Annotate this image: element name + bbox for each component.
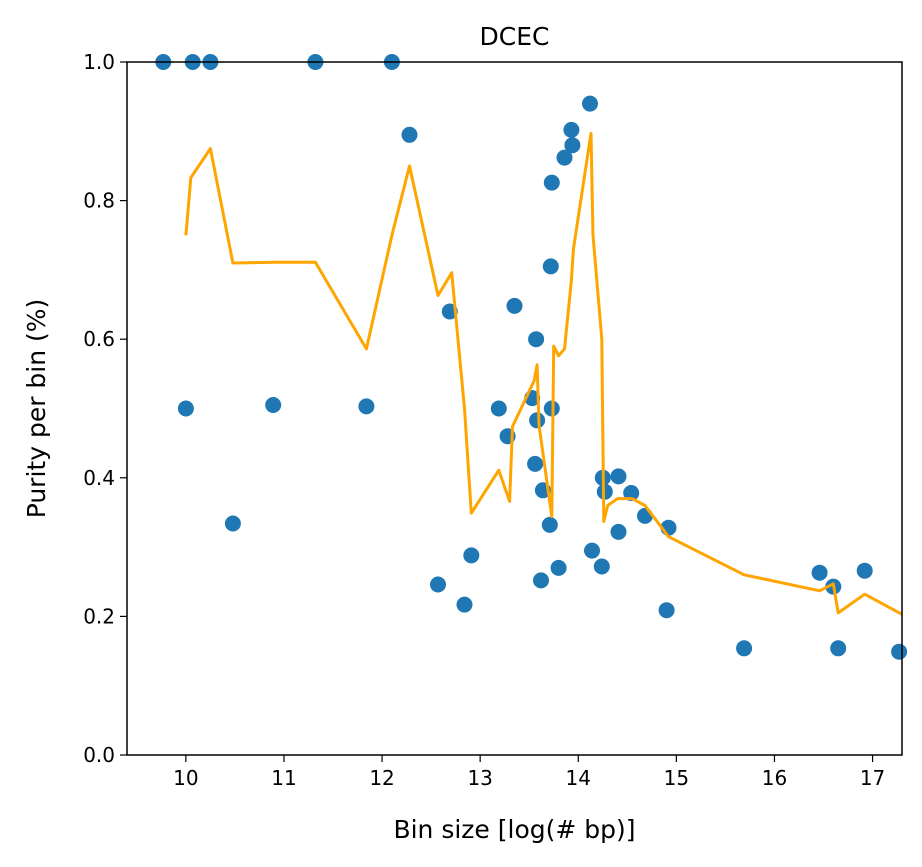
y-tick-label: 0.2 bbox=[83, 604, 115, 628]
scatter-point bbox=[542, 258, 559, 275]
x-tick-label: 10 bbox=[173, 766, 198, 790]
y-tick-label: 1.0 bbox=[83, 50, 115, 74]
scatter-point bbox=[529, 412, 546, 429]
scatter-point bbox=[527, 455, 544, 472]
scatter-point bbox=[177, 400, 194, 417]
y-axis-label: Purity per bin (%) bbox=[22, 299, 51, 519]
scatter-point bbox=[563, 121, 580, 138]
scatter-point bbox=[637, 507, 653, 524]
y-tick-label: 0.0 bbox=[83, 743, 115, 767]
scatter-point bbox=[891, 643, 908, 660]
y-tick-label: 0.6 bbox=[83, 327, 115, 351]
scatter-point bbox=[564, 137, 581, 154]
scatter-point bbox=[401, 126, 418, 143]
scatter-point bbox=[490, 400, 507, 417]
scatter-point bbox=[856, 562, 873, 579]
x-tick-label: 11 bbox=[271, 766, 296, 790]
y-tick-label: 0.8 bbox=[83, 189, 115, 213]
scatter-point bbox=[265, 397, 282, 413]
scatter-point bbox=[593, 558, 610, 575]
chart-axes: 10 11 12 13 14 15 16 17 0.0 0.2 0.4 0.6 0.8 1.0 bbox=[83, 50, 903, 790]
x-tick-label: 17 bbox=[860, 766, 885, 790]
scatter-point bbox=[623, 485, 640, 501]
x-tick-label: 13 bbox=[467, 766, 492, 790]
scatter-point bbox=[533, 572, 549, 589]
scatter-point bbox=[658, 602, 675, 619]
scatter-point bbox=[610, 468, 627, 485]
chart-title: DCEC bbox=[480, 22, 550, 51]
scatter-point bbox=[358, 398, 375, 415]
x-axis-label: Bin size [log(# bp)] bbox=[393, 815, 635, 844]
scatter-point bbox=[506, 297, 523, 314]
x-tick-label: 15 bbox=[664, 766, 689, 790]
scatter-point bbox=[430, 576, 446, 593]
scatter-point bbox=[830, 640, 847, 657]
x-tick-label: 12 bbox=[369, 766, 394, 790]
scatter-point bbox=[541, 516, 558, 533]
scatter-point bbox=[556, 149, 573, 166]
scatter-point bbox=[543, 174, 560, 191]
scatter-point bbox=[811, 564, 828, 581]
scatter-point bbox=[610, 523, 627, 540]
x-tick-label: 16 bbox=[762, 766, 787, 790]
scatter-point bbox=[550, 559, 567, 576]
scatter-point bbox=[224, 515, 241, 532]
line-series bbox=[184, 131, 903, 616]
scatter-point bbox=[582, 95, 598, 112]
scatter-point bbox=[463, 547, 480, 564]
scatter-point bbox=[736, 640, 753, 657]
scatter-point bbox=[528, 331, 545, 348]
plot-frame bbox=[126, 61, 903, 756]
scatter-point bbox=[456, 596, 473, 613]
y-tick-label: 0.4 bbox=[83, 466, 115, 490]
x-tick-label: 14 bbox=[566, 766, 591, 790]
scatter-point bbox=[584, 542, 600, 559]
plot-background bbox=[127, 62, 902, 755]
